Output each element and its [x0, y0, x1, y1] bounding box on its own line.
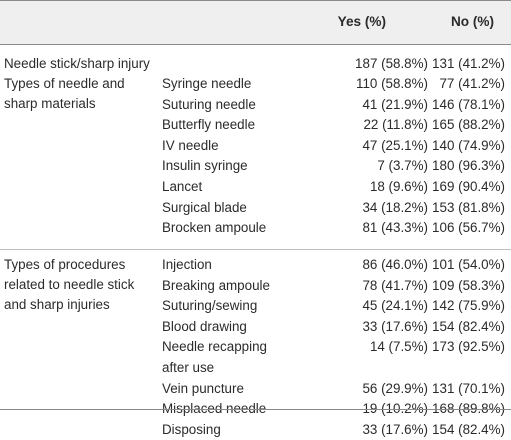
- category-label-line: sharp materials: [4, 96, 96, 111]
- subcategory-label: Needle recapping: [162, 339, 267, 355]
- subcategory-label: Syringe needle: [162, 76, 252, 91]
- category-label-line: Types of needle and: [4, 76, 125, 91]
- header-no: No (%): [450, 14, 494, 29]
- no-value: 101 (54.0%): [432, 257, 505, 272]
- table-row: Misplaced needle 19 (10.2%) 168 (89.8%): [0, 399, 511, 419]
- yes-value: 33 (17.6%): [362, 318, 428, 334]
- header-yes: Yes (%): [337, 14, 386, 29]
- subcategory-label: Misplaced needle: [162, 401, 267, 417]
- table-row: Suturing needle 41 (21.9%) 146 (78.1%): [0, 95, 511, 115]
- subcategory-label: Suturing needle: [162, 96, 256, 112]
- table-row: IV needle 47 (25.1%) 140 (74.9%): [0, 136, 511, 156]
- section-divider: [0, 249, 511, 250]
- table-bottom-rule: [0, 409, 511, 410]
- no-value: 168 (89.8%): [432, 401, 505, 417]
- no-value: 154 (82.4%): [432, 421, 505, 437]
- table-row: Suturing/sewing 45 (24.1%) 142 (75.9%): [0, 296, 511, 316]
- table-row: Syringe needle 110 (58.8%) 77 (41.2%): [0, 74, 511, 94]
- no-value: 131 (70.1%): [432, 380, 505, 396]
- yes-value: 45 (24.1%): [362, 298, 428, 314]
- subcategory-label: Suturing/sewing: [162, 298, 258, 314]
- no-value: 173 (92.5%): [432, 339, 505, 355]
- yes-value: 22 (11.8%): [363, 117, 428, 133]
- subcategory-label: IV needle: [162, 137, 219, 153]
- yes-value: 110 (58.8%): [356, 76, 428, 91]
- table-row: Breaking ampoule 78 (41.7%) 109 (58.3%): [0, 276, 511, 296]
- subcategory-label: Brocken ampoule: [162, 220, 267, 236]
- table-row: Brocken ampoule 81 (43.3%) 106 (56.7%): [0, 218, 511, 238]
- yes-value: 34 (18.2%): [362, 199, 428, 215]
- no-value: 180 (96.3%): [432, 158, 505, 174]
- yes-value: 19 (10.2%): [362, 401, 428, 417]
- no-value: 106 (56.7%): [432, 220, 505, 236]
- subcategory-label: Lancet: [162, 179, 203, 194]
- subcategory-label: Insulin syringe: [162, 158, 248, 174]
- table-header: Yes (%) No (%): [0, 0, 511, 45]
- no-value: 142 (75.9%): [432, 298, 505, 314]
- subcategory-label: Surgical blade: [162, 199, 247, 215]
- no-value: 146 (78.1%): [432, 96, 505, 112]
- no-value: 131 (41.2%): [432, 56, 505, 71]
- yes-value: 81 (43.3%): [362, 220, 428, 236]
- category-label: Needle stick/sharp injury: [4, 54, 150, 74]
- subcategory-label: Butterfly needle: [162, 117, 256, 133]
- yes-value: 187 (58.8%): [355, 56, 428, 71]
- table-row: Insulin syringe 7 (3.7%) 180 (96.3%): [0, 156, 511, 176]
- no-value: 140 (74.9%): [432, 137, 505, 153]
- category-label: Types of needle and sharp materials: [4, 74, 125, 114]
- yes-value: 86 (46.0%): [362, 257, 428, 272]
- table-row: Butterfly needle 22 (11.8%) 165 (88.2%): [0, 115, 511, 135]
- no-value: 153 (81.8%): [432, 199, 505, 215]
- subcategory-label: Blood drawing: [162, 318, 247, 334]
- no-value: 77 (41.2%): [439, 76, 505, 91]
- no-value: 169 (90.4%): [432, 179, 505, 194]
- category-label-line: related to needle stick: [4, 277, 135, 292]
- yes-value: 14 (7.5%): [369, 339, 428, 355]
- category-label: Types of procedures related to needle sti…: [4, 255, 134, 315]
- yes-value: 7 (3.7%): [377, 158, 428, 174]
- subcategory-label: Injection: [162, 257, 212, 272]
- table-row: Vein puncture 56 (29.9%) 131 (70.1%): [0, 379, 511, 399]
- yes-value: 47 (25.1%): [362, 137, 428, 153]
- category-label-line: Needle stick/sharp injury: [4, 56, 150, 71]
- yes-value: 33 (17.6%): [362, 421, 428, 437]
- table-row: Injection 86 (46.0%) 101 (54.0%): [0, 255, 511, 275]
- table-row: Blood drawing 33 (17.6%) 154 (82.4%): [0, 317, 511, 337]
- subcategory-label-line2: after use: [162, 360, 215, 375]
- no-value: 154 (82.4%): [432, 318, 505, 334]
- subcategory-label: Vein puncture: [162, 380, 244, 396]
- table-row: Lancet 18 (9.6%) 169 (90.4%): [0, 177, 511, 197]
- table-row: Disposing 33 (17.6%) 154 (82.4%): [0, 420, 511, 440]
- table-row: 187 (58.8%) 131 (41.2%): [0, 54, 511, 74]
- subcategory-label: Breaking ampoule: [162, 277, 270, 293]
- yes-value: 18 (9.6%): [369, 179, 428, 194]
- yes-value: 78 (41.7%): [362, 277, 428, 293]
- no-value: 165 (88.2%): [432, 117, 505, 133]
- subcategory-label: Disposing: [162, 421, 221, 437]
- table-row: Needle recapping 14 (7.5%) 173 (92.5%): [0, 337, 511, 357]
- yes-value: 41 (21.9%): [362, 96, 428, 112]
- yes-value: 56 (29.9%): [362, 380, 428, 396]
- category-label-line: Types of procedures: [4, 257, 126, 272]
- table-row: Surgical blade 34 (18.2%) 153 (81.8%): [0, 198, 511, 218]
- no-value: 109 (58.3%): [432, 277, 505, 293]
- category-label-line: and sharp injuries: [4, 297, 110, 312]
- table-row-continuation: after use: [0, 358, 511, 378]
